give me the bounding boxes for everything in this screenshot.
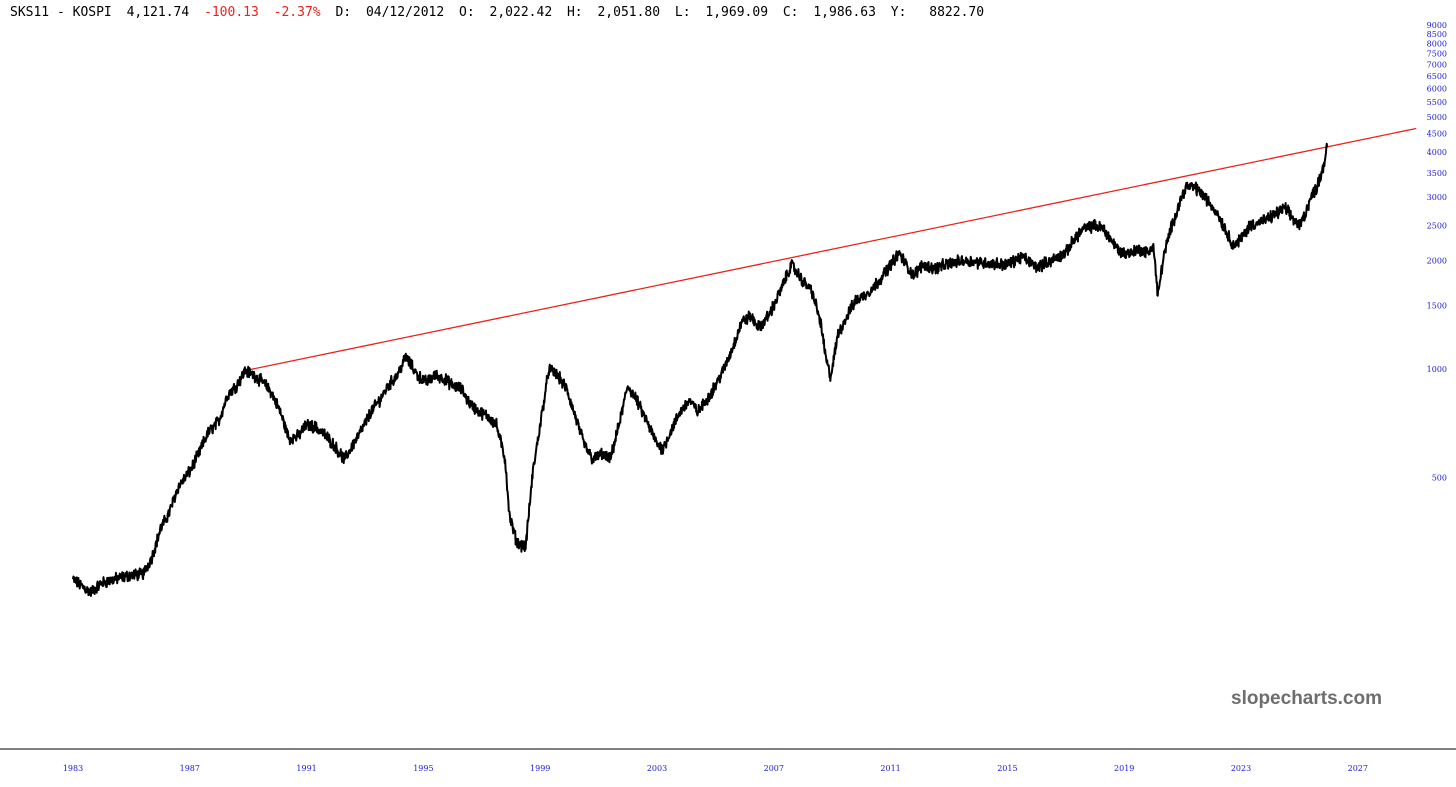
header-close: 1,986.63: [813, 5, 876, 20]
watermark-slopecharts: slopecharts.com: [1231, 688, 1382, 709]
x-tick-label: 1991: [296, 764, 316, 773]
y-tick-label: 7000: [1427, 60, 1447, 69]
y-tick-label: 2000: [1427, 257, 1447, 266]
header-close-label: C:: [783, 5, 799, 20]
y-tick-label: 2500: [1427, 222, 1447, 231]
header-y-value: 8822.70: [929, 5, 984, 20]
x-tick-label: 1995: [413, 764, 433, 773]
x-tick-label: 2011: [880, 764, 900, 773]
header-quote-line: SKS11 - KOSPI 4,121.74 -100.13 -2.37% D:…: [10, 5, 984, 20]
resistance-trend-line[interactable]: [245, 127, 1417, 372]
x-tick-label: 2007: [764, 764, 784, 773]
y-tick-label: 5000: [1427, 113, 1447, 122]
header-symbol: SKS11 - KOSPI: [10, 5, 112, 20]
y-tick-label: 6000: [1427, 85, 1447, 94]
header-change-pct: -2.37%: [274, 5, 321, 20]
y-tick-label: 3500: [1427, 169, 1447, 178]
y-tick-label: 6500: [1427, 72, 1447, 81]
header-y-label: Y:: [891, 5, 907, 20]
header-high: 2,051.80: [597, 5, 660, 20]
y-tick-label: 3000: [1427, 193, 1447, 202]
x-tick-label: 2027: [1348, 764, 1368, 773]
kospi-price-line[interactable]: [72, 142, 1329, 597]
y-tick-label: 1500: [1427, 302, 1447, 311]
y-tick-label: 8000: [1427, 40, 1447, 49]
header-change: -100.13: [204, 5, 259, 20]
x-tick-label: 2023: [1231, 764, 1251, 773]
x-tick-label: 1987: [180, 764, 200, 773]
x-tick-label: 2015: [997, 764, 1017, 773]
y-tick-label: 1000: [1427, 365, 1447, 374]
header-open-label: O:: [459, 5, 475, 20]
x-tick-label: 2003: [647, 764, 667, 773]
header-date: 04/12/2012: [366, 5, 444, 20]
header-last: 4,121.74: [127, 5, 190, 20]
y-tick-label: 7500: [1427, 50, 1447, 59]
y-tick-label: 5500: [1427, 98, 1447, 107]
header-low: 1,969.09: [705, 5, 768, 20]
header-low-label: L:: [675, 5, 691, 20]
x-tick-label: 1999: [530, 764, 550, 773]
x-tick-label: 2019: [1114, 764, 1134, 773]
x-axis: 1983 1987 1991 1995 1999 2003 2007 2011 2015 2019…: [63, 764, 1368, 773]
header-open: 2,022.42: [490, 5, 553, 20]
y-tick-label: 9000: [1427, 21, 1447, 30]
header-high-label: H:: [567, 5, 583, 20]
y-tick-label: 8500: [1427, 30, 1447, 39]
y-tick-label: 4000: [1427, 148, 1447, 157]
x-tick-label: 1983: [63, 764, 83, 773]
y-tick-label: 500: [1432, 473, 1447, 482]
header-date-label: D:: [335, 5, 351, 20]
y-tick-label: 4500: [1427, 130, 1447, 139]
